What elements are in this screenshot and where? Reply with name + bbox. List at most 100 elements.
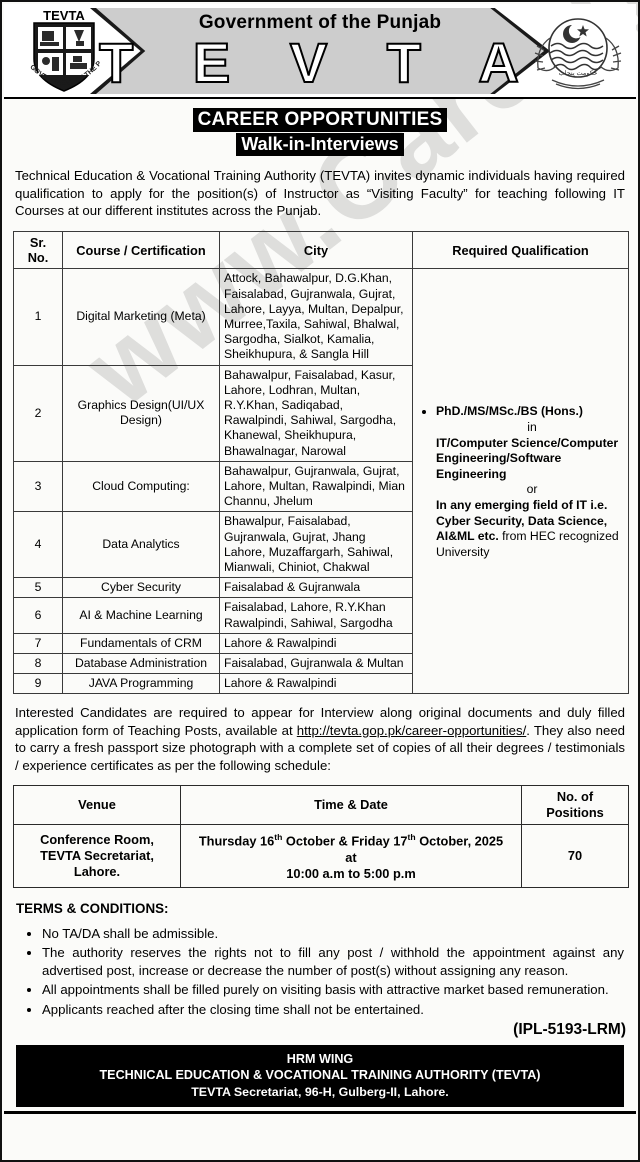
qualification-fields: IT/Computer Science/Computer Engineering…: [436, 435, 619, 481]
cell-sr: 4: [13, 511, 63, 579]
table-row: 2 Graphics Design(UI/UX Design) Bahawalp…: [13, 364, 629, 462]
header-positions-line2: Positions: [546, 805, 604, 821]
schedule-header-row: Venue Time & Date No. of Positions: [13, 785, 629, 826]
qualification-alt-fields: In any emerging field of IT i.e. Cyber S…: [436, 497, 608, 544]
tevta-wordmark: T E V T A: [98, 31, 541, 95]
cell-course: AI & Machine Learning: [62, 597, 220, 634]
terms-item: All appointments shall be filled purely …: [42, 981, 624, 999]
punjab-government-emblem: حكومت پنجاب: [526, 8, 630, 96]
date-ordinal-2: th: [407, 832, 416, 843]
svg-text:حكومت پنجاب: حكومت پنجاب: [559, 69, 598, 77]
table-row: 1 Digital Marketing (Meta) Attock, Bahaw…: [13, 268, 629, 695]
cell-positions-count: 70: [521, 824, 629, 888]
cell-city: Attock, Bahawalpur, D.G.Khan, Faisalabad…: [219, 268, 413, 366]
reference-number: (IPL-5193-LRM): [513, 1020, 626, 1038]
header-venue: Venue: [13, 785, 181, 826]
cell-course: Database Administration: [62, 652, 220, 675]
bottom-divider: [4, 1111, 636, 1115]
titles-block: CAREER OPPORTUNITIES Walk-in-Interviews: [2, 108, 638, 157]
cell-time-date: Thursday 16th October & Friday 17th Octo…: [180, 824, 522, 888]
table-row: 6 AI & Machine Learning Faisalabad, Laho…: [13, 597, 629, 634]
cell-city: Bhawalpur, Faisalabad, Gujranwala, Gujra…: [219, 511, 413, 579]
header-positions-line1: No. of: [556, 789, 594, 805]
venue-line2: TEVTA Secretariat,: [40, 847, 154, 863]
header-city: City: [219, 230, 413, 270]
footer-wing: HRM WING: [286, 1051, 354, 1066]
date-mid: October & Friday 17: [282, 833, 408, 849]
cell-city: Lahore & Rawalpindi: [219, 632, 413, 655]
cell-course: Fundamentals of CRM: [62, 632, 220, 655]
cell-course: Digital Marketing (Meta): [62, 268, 220, 366]
cell-city: Faisalabad, Gujranwala & Multan: [219, 652, 413, 675]
terms-item: The authority reserves the rights not to…: [42, 944, 624, 979]
terms-list: No TA/DA shall be admissible. The author…: [16, 925, 624, 1019]
date-ordinal-1: th: [274, 832, 283, 843]
date-prefix: Thursday 16: [198, 833, 275, 849]
qualification-degree: PhD./MS/MSc./BS (Hons.): [436, 404, 583, 419]
schedule-table: Venue Time & Date No. of Positions Confe…: [13, 785, 629, 888]
terms-item: Applicants reached after the closing tim…: [42, 1001, 624, 1019]
table-header-row: Sr. No. Course / Certification City Requ…: [13, 230, 629, 270]
instructions-part1: Interested Candidates are required to ap…: [15, 705, 625, 738]
walk-in-interviews-title: Walk-in-Interviews: [236, 133, 404, 157]
cell-city: Faisalabad, Lahore, R.Y.Khan Rawalpindi,…: [219, 597, 413, 634]
footer-address: TEVTA Secretariat, 96-H, Gulberg-II, Lah…: [191, 1084, 449, 1099]
cell-city: Faisalabad & Gujranwala: [219, 577, 413, 599]
table-row: 4 Data Analytics Bhawalpur, Faisalabad, …: [13, 511, 629, 579]
header-sr-no: Sr. No.: [13, 230, 63, 270]
time-connector-at: at: [345, 849, 357, 865]
career-opportunities-title: CAREER OPPORTUNITIES: [192, 108, 448, 133]
header-time-date: Time & Date: [180, 785, 522, 826]
cell-city: Lahore & Rawalpindi: [219, 673, 413, 695]
application-instructions: Interested Candidates are required to ap…: [15, 704, 625, 774]
cell-course: Graphics Design(UI/UX Design): [62, 364, 220, 462]
cell-sr: 6: [13, 597, 63, 634]
cell-sr: 8: [13, 652, 63, 675]
schedule-row: Conference Room, TEVTA Secretariat, Laho…: [13, 824, 629, 888]
venue-line1: Conference Room,: [40, 831, 154, 847]
career-opportunities-link[interactable]: http://tevta.gop.pk/career-opportunities…: [296, 722, 527, 738]
header-positions: No. of Positions: [521, 785, 629, 826]
cell-venue: Conference Room, TEVTA Secretariat, Laho…: [13, 824, 181, 888]
header-sr-line1: Sr.: [29, 234, 47, 250]
table-row: 9 JAVA Programming Lahore & Rawalpindi: [13, 673, 629, 695]
footer-authority: TECHNICAL EDUCATION & VOCATIONAL TRAININ…: [99, 1068, 541, 1083]
cell-qualification: PhD./MS/MSc./BS (Hons.) in IT/Computer S…: [412, 268, 629, 695]
table-row: 7 Fundamentals of CRM Lahore & Rawalpind…: [13, 632, 629, 655]
qualification-connector-or: or: [526, 482, 538, 497]
cell-course: Data Analytics: [62, 511, 220, 579]
qualification-connector-in: in: [527, 419, 537, 434]
cell-sr: 9: [13, 673, 63, 695]
date-suffix: October, 2025: [415, 833, 504, 849]
cell-sr: 2: [13, 364, 63, 462]
header-course: Course / Certification: [62, 230, 220, 270]
header-sr-line2: No.: [27, 250, 49, 266]
tevta-shield-logo: TEVTA GOVERNMENT OF THE: [15, 4, 110, 97]
cell-course: JAVA Programming: [62, 673, 220, 695]
courses-table: Sr. No. Course / Certification City Requ…: [13, 230, 629, 695]
intro-paragraph: Technical Education & Vocational Trainin…: [15, 168, 625, 219]
venue-line3: Lahore.: [73, 863, 121, 879]
terms-heading: TERMS & CONDITIONS:: [16, 900, 169, 916]
header-qualification: Required Qualification: [412, 230, 629, 270]
cell-sr: 5: [13, 577, 63, 599]
cell-sr: 7: [13, 632, 63, 655]
header-banner: TEVTA GOVERNMENT OF THE: [4, 4, 636, 99]
chevron-banner: [96, 8, 544, 94]
footer-banner: HRM WING TECHNICAL EDUCATION & VOCATIONA…: [16, 1044, 624, 1108]
interview-time: 10:00 a.m to 5:00 p.m: [286, 865, 416, 881]
header-divider: [4, 97, 636, 99]
table-row: 3 Cloud Computing: Bahawalpur, Gujranwal…: [13, 460, 629, 513]
cell-course: Cyber Security: [62, 577, 220, 599]
government-line: Government of the Punjab: [198, 12, 442, 33]
terms-item: No TA/DA shall be admissible.: [42, 925, 624, 943]
cell-course: Cloud Computing:: [62, 460, 220, 513]
svg-text:TEVTA: TEVTA: [43, 8, 85, 23]
instructions-part2: . They also need to carry a fresh passpo…: [15, 722, 626, 773]
qualification-suffix: from HEC recognized University: [436, 529, 619, 559]
cell-sr: 1: [13, 268, 63, 366]
cell-city: Bahawalpur, Gujranwala, Gujrat, Lahore, …: [219, 460, 413, 513]
cell-city: Bahawalpur, Faisalabad, Kasur, Lahore, L…: [219, 364, 413, 462]
cell-sr: 3: [13, 460, 63, 513]
